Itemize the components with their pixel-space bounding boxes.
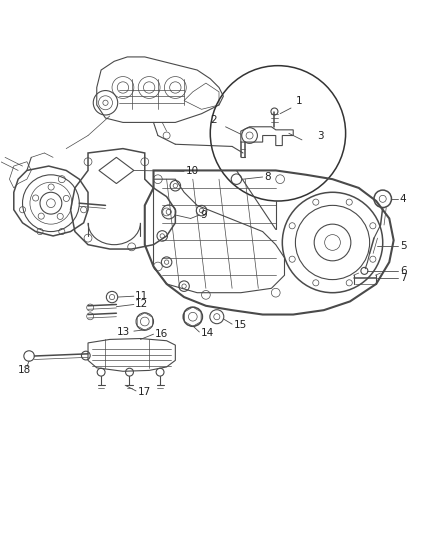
Text: 4: 4: [400, 194, 406, 204]
Text: 7: 7: [400, 273, 406, 283]
Text: 8: 8: [265, 172, 271, 182]
Text: 6: 6: [400, 266, 406, 276]
Text: 16: 16: [154, 329, 168, 339]
Text: 18: 18: [18, 366, 32, 375]
Text: 9: 9: [201, 210, 207, 220]
Text: 13: 13: [117, 327, 131, 337]
Text: 1: 1: [295, 95, 302, 106]
Text: 12: 12: [135, 300, 148, 310]
Text: 5: 5: [400, 240, 406, 251]
Text: 17: 17: [138, 387, 151, 397]
Text: 14: 14: [201, 328, 214, 338]
Text: 11: 11: [135, 291, 148, 301]
Text: 3: 3: [317, 131, 324, 141]
Text: 15: 15: [233, 320, 247, 330]
Text: 2: 2: [210, 115, 217, 125]
Text: 10: 10: [186, 166, 199, 176]
